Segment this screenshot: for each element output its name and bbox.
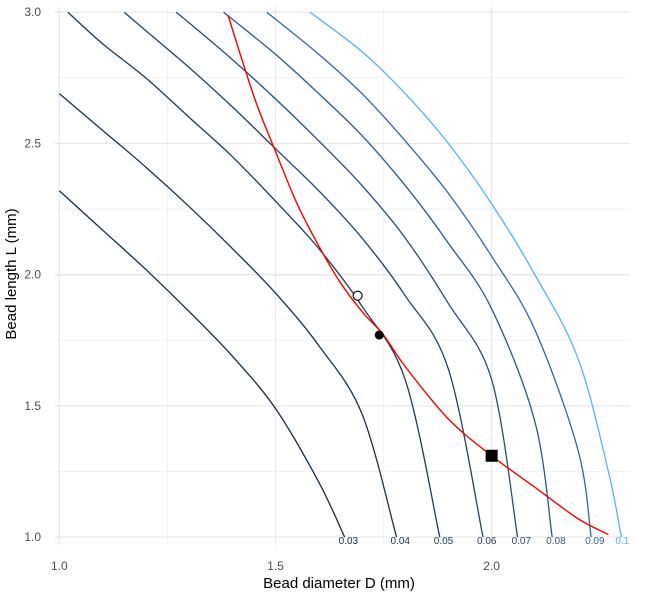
x-tick-label: 1.0: [51, 559, 68, 573]
y-axis-title: Bead length L (mm): [3, 208, 20, 339]
plot-panel: [32, 0, 651, 548]
contour-lines: [58, 11, 622, 538]
y-tick-label: 2.5: [24, 136, 41, 150]
x-tick-label: 1.5: [267, 559, 284, 573]
contour-label-0.07: 0.07: [512, 536, 532, 547]
contour-label-0.03: 0.03: [339, 536, 359, 547]
open-circle-marker: [352, 290, 363, 301]
contour-line-0.07: [175, 11, 519, 538]
markers: [352, 290, 498, 462]
x-axis-title: Bead diameter D (mm): [263, 575, 415, 592]
filled-circle-marker: [374, 330, 384, 340]
constraint-curve-line: [227, 14, 609, 536]
contour-label-0.09: 0.09: [585, 536, 605, 547]
constraint-curve: [227, 14, 609, 536]
contour-line-0.05: [67, 11, 441, 538]
contour-line-0.06: [123, 11, 484, 538]
contour-label-0.05: 0.05: [434, 536, 454, 547]
filled-square-marker: [485, 449, 498, 462]
contour-line-0.09: [266, 11, 592, 538]
contour-label-0.08: 0.08: [546, 536, 566, 547]
contour-labels: 0.03 0.04 0.05 0.06 0.07 0.08 0.09 0.1: [339, 536, 630, 547]
contour-label-0.04: 0.04: [391, 536, 411, 547]
x-tick-label: 2.0: [483, 559, 500, 573]
contour-line-0.03: [58, 190, 346, 538]
y-tick-label: 3.0: [24, 5, 41, 19]
contour-line-0.08: [223, 11, 553, 538]
contour-label-0.1: 0.1: [615, 536, 629, 547]
contour-label-0.06: 0.06: [477, 536, 497, 547]
contour-line-0.1: [309, 11, 622, 538]
tick-labels: 1.0 1.5 2.0 1.0 1.5 2.0 2.5 3.0: [24, 5, 500, 573]
y-tick-label: 2.0: [24, 268, 41, 282]
y-tick-label: 1.5: [24, 399, 41, 413]
contour-line-0.04: [58, 93, 398, 538]
y-tick-label: 1.0: [24, 530, 41, 544]
